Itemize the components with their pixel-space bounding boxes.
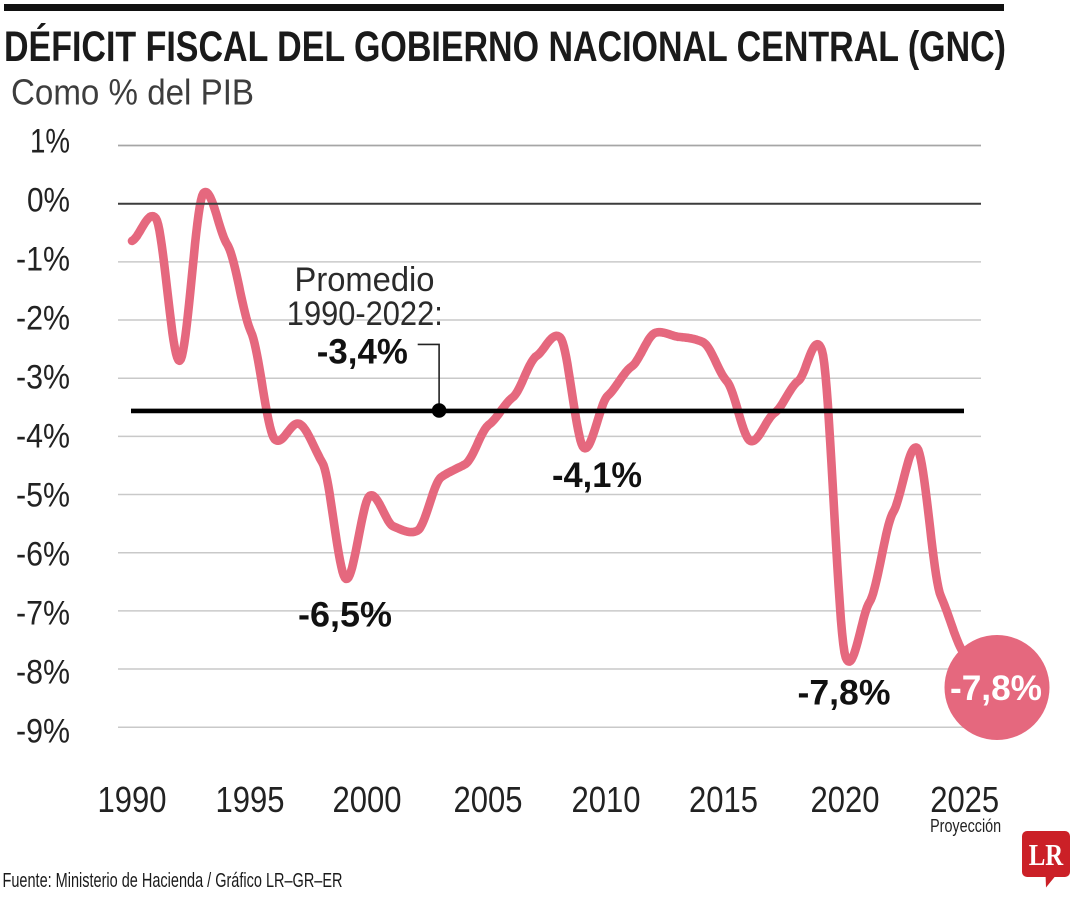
svg-text:Promedio: Promedio <box>295 261 435 299</box>
svg-text:2005: 2005 <box>454 779 523 820</box>
svg-text:Como % del PIB: Como % del PIB <box>11 72 254 113</box>
svg-text:-6%: -6% <box>16 536 70 574</box>
svg-text:2015: 2015 <box>689 779 758 820</box>
svg-text:-7,8%: -7,8% <box>798 674 891 713</box>
svg-text:LR: LR <box>1029 837 1064 872</box>
svg-text:Fuente: Ministerio de Hacienda: Fuente: Ministerio de Hacienda / Gráfico… <box>3 869 343 892</box>
svg-text:1995: 1995 <box>216 779 285 820</box>
svg-text:-4%: -4% <box>16 418 70 456</box>
svg-text:-4,1%: -4,1% <box>552 456 642 495</box>
svg-text:0%: 0% <box>27 182 70 220</box>
svg-text:-1%: -1% <box>16 241 70 279</box>
svg-text:-6,5%: -6,5% <box>298 596 392 635</box>
svg-text:1990-2022:: 1990-2022: <box>287 295 443 333</box>
svg-text:Proyección: Proyección <box>930 815 1001 836</box>
svg-text:DÉFICIT FISCAL DEL GOBIERNO NA: DÉFICIT FISCAL DEL GOBIERNO NACIONAL CEN… <box>4 23 1006 71</box>
svg-text:-5%: -5% <box>16 477 70 515</box>
svg-text:-8%: -8% <box>16 654 70 692</box>
svg-text:-9%: -9% <box>16 713 70 751</box>
svg-text:1990: 1990 <box>98 779 167 820</box>
svg-text:-3%: -3% <box>16 359 70 397</box>
svg-text:2025: 2025 <box>930 779 999 820</box>
svg-text:-3,4%: -3,4% <box>317 333 408 372</box>
svg-text:-7%: -7% <box>16 595 70 633</box>
svg-text:2010: 2010 <box>572 779 641 820</box>
svg-text:-2%: -2% <box>16 300 70 338</box>
svg-text:2020: 2020 <box>811 779 880 820</box>
svg-text:2000: 2000 <box>333 779 402 820</box>
svg-text:1%: 1% <box>30 123 70 161</box>
svg-text:-7,8%: -7,8% <box>950 669 1042 708</box>
